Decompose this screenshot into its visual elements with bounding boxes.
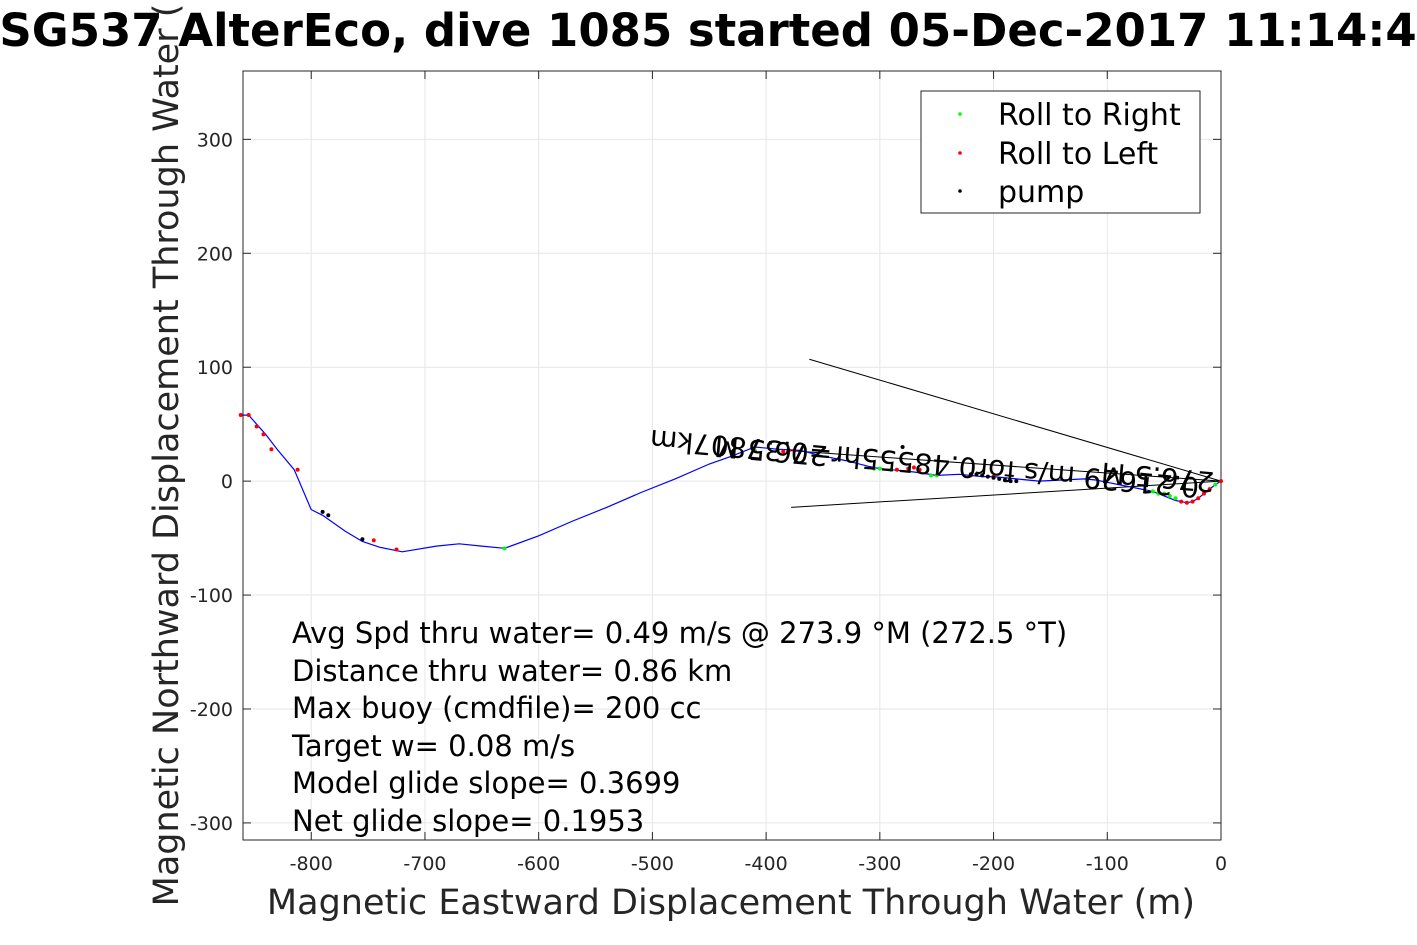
roll-right-point bbox=[877, 466, 882, 471]
pump-point bbox=[985, 474, 990, 479]
roll-right-point bbox=[752, 448, 757, 453]
roll-right-point bbox=[1173, 496, 1178, 501]
pump-point bbox=[900, 444, 905, 449]
pump-point bbox=[991, 475, 996, 480]
legend-label-roll-right: Roll to Right bbox=[998, 98, 1181, 133]
roll-left-point bbox=[1219, 479, 1223, 484]
roll-left-point bbox=[894, 467, 899, 472]
pump-point bbox=[320, 509, 325, 514]
roll-right-point bbox=[1167, 493, 1172, 498]
axis-ticks: -800 -700 -600 -500 -400 -300 -200 -100 0 -300 -20… bbox=[190, 71, 1227, 875]
roll-left-point bbox=[786, 448, 791, 453]
roll-right-point bbox=[1213, 482, 1218, 487]
roll-right-point bbox=[1162, 491, 1167, 496]
y-tick-label: -200 bbox=[190, 699, 233, 721]
roll-right-point bbox=[929, 473, 934, 478]
legend-label-pump: pump bbox=[998, 175, 1084, 210]
y-tick-label: 100 bbox=[197, 357, 233, 379]
x-tick-label: -600 bbox=[517, 853, 560, 875]
y-tick-label: 200 bbox=[197, 243, 233, 265]
roll-right-point bbox=[889, 467, 894, 472]
legend-marker-roll-left bbox=[958, 151, 962, 155]
x-tick-label: -700 bbox=[403, 853, 446, 875]
pump-point bbox=[980, 473, 985, 478]
y-tick-label: -300 bbox=[190, 813, 233, 835]
x-tick-label: -100 bbox=[1086, 853, 1129, 875]
roll-left-point bbox=[781, 449, 786, 454]
legend-marker-pump bbox=[958, 189, 962, 193]
stat-target-w: Target w= 0.08 m/s bbox=[291, 729, 575, 763]
dive-stats: Avg Spd thru water= 0.49 m/s @ 273.9 °M … bbox=[291, 616, 1067, 838]
y-tick-label: -100 bbox=[190, 585, 233, 607]
roll-left-point bbox=[295, 467, 300, 472]
y-tick-label: 0 bbox=[221, 471, 233, 493]
roll-left-point bbox=[1201, 491, 1206, 496]
x-tick-label: -400 bbox=[745, 853, 788, 875]
roll-right-point bbox=[1156, 491, 1161, 496]
pump-point bbox=[1014, 479, 1019, 484]
roll-left-point bbox=[911, 465, 916, 470]
roll-left-point bbox=[792, 448, 797, 453]
stat-net-glide: Net glide slope= 0.1953 bbox=[292, 804, 644, 838]
legend-box bbox=[920, 90, 1201, 214]
pump-point bbox=[360, 537, 365, 542]
roll-right-point bbox=[872, 466, 877, 471]
chart-title: SG537 AlterEco, dive 1085 started 05-Dec… bbox=[0, 4, 1417, 57]
pump-point bbox=[974, 472, 979, 477]
pump-point bbox=[1008, 479, 1013, 484]
roll-right-point bbox=[934, 473, 939, 478]
roll-left-point bbox=[1196, 496, 1201, 501]
vector-lines bbox=[786, 358, 1222, 508]
legend-marker-roll-right bbox=[958, 112, 962, 116]
stat-model-glide: Model glide slope= 0.3699 bbox=[292, 766, 680, 800]
vector-line bbox=[809, 358, 1222, 482]
y-tick-label: 300 bbox=[197, 129, 233, 151]
roll-left-point bbox=[1190, 499, 1195, 504]
roll-left-point bbox=[1207, 487, 1212, 492]
roll-left-point bbox=[917, 467, 922, 472]
x-tick-label: -800 bbox=[290, 853, 333, 875]
roll-left-point bbox=[254, 424, 259, 429]
stat-distance: Distance thru water= 0.86 km bbox=[292, 654, 732, 688]
roll-left-point bbox=[1184, 500, 1189, 505]
roll-left-point bbox=[246, 413, 251, 418]
vector-line bbox=[791, 480, 1222, 508]
roll-left-point bbox=[906, 466, 911, 471]
pump-point bbox=[1002, 477, 1007, 482]
grid bbox=[243, 71, 1222, 840]
plot-area bbox=[242, 70, 1222, 841]
y-axis-label: Magnetic Northward Displacement Through … bbox=[147, 4, 187, 907]
roll-left-point bbox=[371, 538, 376, 543]
roll-right-point bbox=[1150, 489, 1155, 494]
pump-point bbox=[326, 513, 331, 518]
pump-point bbox=[968, 472, 973, 477]
stat-avg-speed: Avg Spd thru water= 0.49 m/s @ 273.9 °M … bbox=[292, 616, 1067, 650]
x-tick-label: 0 bbox=[1215, 853, 1227, 875]
roll-left-point bbox=[269, 447, 274, 452]
roll-left-point bbox=[1179, 499, 1184, 504]
x-tick-label: -500 bbox=[631, 853, 674, 875]
roll-left-point bbox=[394, 547, 399, 552]
legend-label-roll-left: Roll to Left bbox=[998, 137, 1158, 172]
pump-point bbox=[997, 476, 1002, 481]
x-axis-label: Magnetic Eastward Displacement Through W… bbox=[267, 883, 1195, 923]
roll-left-point bbox=[261, 432, 266, 437]
x-tick-label: -200 bbox=[972, 853, 1015, 875]
points-layer bbox=[238, 413, 1223, 552]
stat-max-buoy: Max buoy (cmdfile)= 200 cc bbox=[292, 691, 701, 725]
vector-line bbox=[786, 449, 1222, 482]
roll-left-point bbox=[238, 413, 243, 418]
pump-point bbox=[775, 448, 780, 453]
x-tick-label: -300 bbox=[858, 853, 901, 875]
legend: Roll to Right Roll to Left pump bbox=[920, 90, 1201, 214]
annotations: 276.5 M0.21629 m/s for0.48555hr=0.37807k… bbox=[649, 423, 1216, 504]
roll-right-point bbox=[502, 546, 507, 551]
vector-annotation: 276.5 M bbox=[713, 429, 829, 472]
